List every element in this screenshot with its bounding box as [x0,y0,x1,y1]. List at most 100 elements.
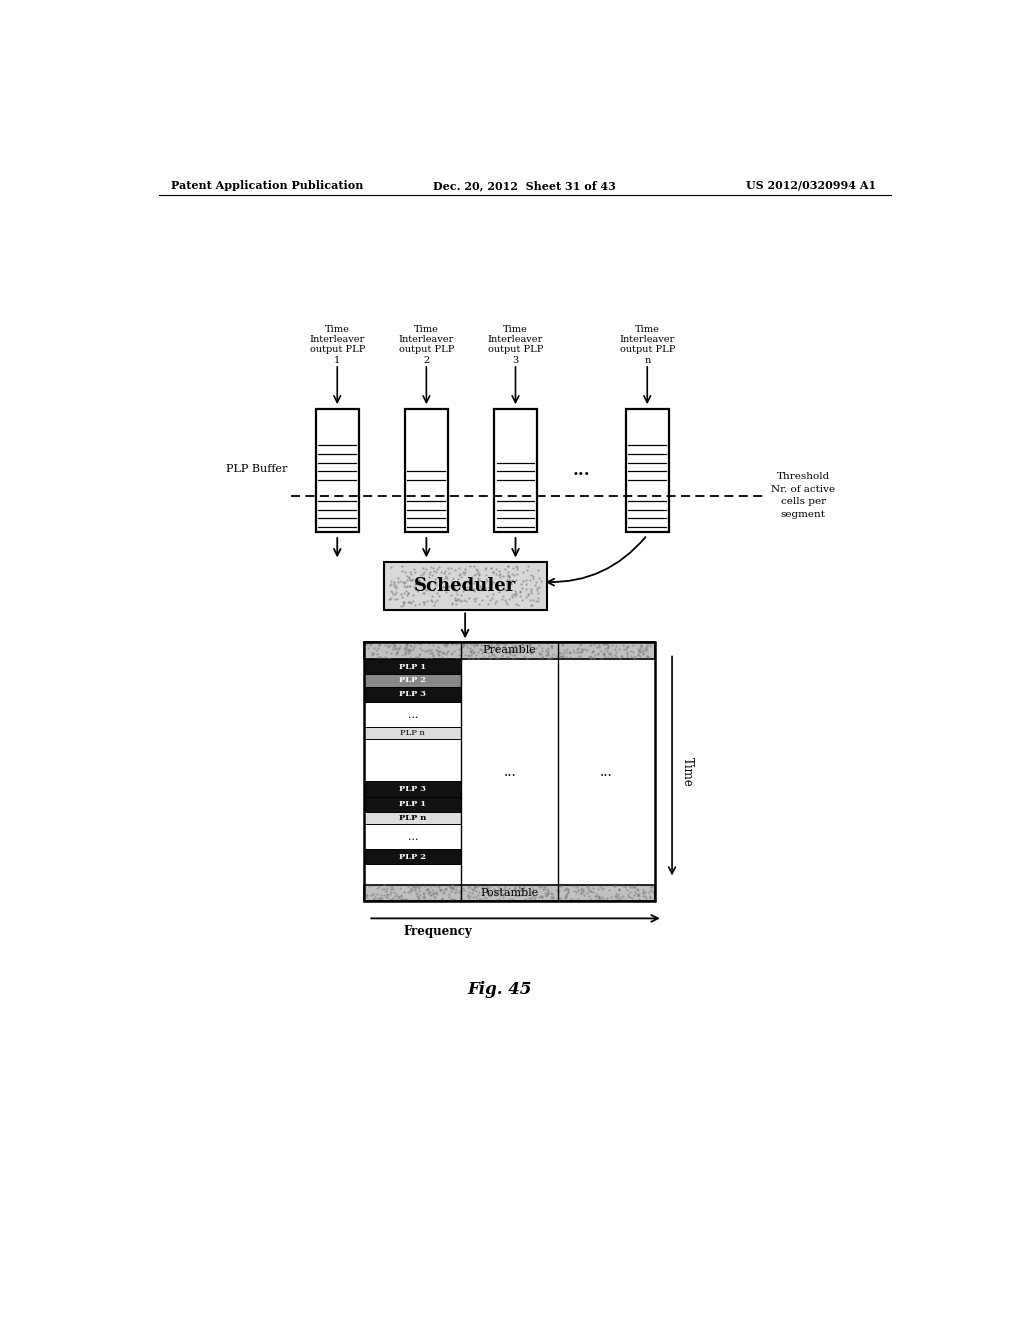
Point [595,888,611,909]
Point [534,570,550,591]
Point [453,585,469,606]
Point [503,573,519,594]
Text: Patent Application Publication: Patent Application Publication [171,180,362,191]
Point [462,640,478,661]
Point [512,586,528,607]
Point [582,879,598,900]
Point [443,593,460,614]
Point [504,583,520,605]
Point [500,564,516,585]
Point [390,572,407,593]
Point [524,640,541,661]
Point [600,636,616,657]
Point [425,884,441,906]
Point [403,570,420,591]
Point [527,572,544,593]
Point [468,564,484,585]
Point [558,886,574,907]
Point [539,642,555,663]
Point [396,638,413,659]
Point [633,635,649,656]
Point [643,890,659,911]
Point [441,562,458,583]
Point [467,876,483,898]
Point [421,880,437,902]
Point [440,576,457,597]
Point [485,561,502,582]
Point [482,573,499,594]
Point [443,634,460,655]
Point [561,890,578,911]
Point [442,876,459,898]
Point [425,645,441,667]
Point [428,582,444,603]
Point [472,639,488,660]
Point [395,572,412,593]
Point [417,640,433,661]
Point [468,876,484,898]
Point [529,582,546,603]
Point [455,581,471,602]
Point [520,583,537,605]
Point [406,636,422,657]
Point [528,590,545,611]
Point [480,634,497,655]
Point [562,642,579,663]
Point [635,644,651,665]
Point [374,887,390,908]
Point [584,642,600,663]
Point [514,589,530,610]
Point [534,886,550,907]
Point [539,878,555,899]
Point [573,876,590,898]
Point [423,890,439,911]
Point [483,558,500,579]
Point [420,882,436,903]
Point [480,645,497,667]
Point [383,581,399,602]
Text: Fig. 45: Fig. 45 [468,982,532,998]
Point [524,642,541,663]
Point [577,884,593,906]
Point [606,875,623,896]
Point [625,642,641,663]
Point [443,591,460,612]
Point [555,642,571,663]
Point [560,879,577,900]
Point [452,564,468,585]
Point [485,644,502,665]
Point [611,647,628,668]
Point [594,879,610,900]
Point [399,875,416,896]
Point [490,888,507,909]
Point [361,635,378,656]
Point [638,890,654,911]
Point [610,878,627,899]
Point [465,887,481,908]
Point [478,569,495,590]
Point [389,642,406,663]
Point [460,644,476,665]
Point [511,635,527,656]
Point [479,635,496,656]
Point [399,582,416,603]
Point [540,647,556,668]
Point [443,875,460,896]
Point [526,888,543,909]
Point [486,636,503,657]
Point [423,589,439,610]
Point [396,573,413,594]
Point [595,634,611,655]
Point [379,886,395,907]
Point [410,647,426,668]
Point [483,558,500,579]
Point [461,887,477,908]
Point [367,638,383,659]
Point [495,566,511,587]
Point [461,587,477,609]
Point [427,886,443,907]
Point [601,643,617,664]
Point [556,879,572,900]
Point [507,644,523,665]
Point [391,638,408,659]
